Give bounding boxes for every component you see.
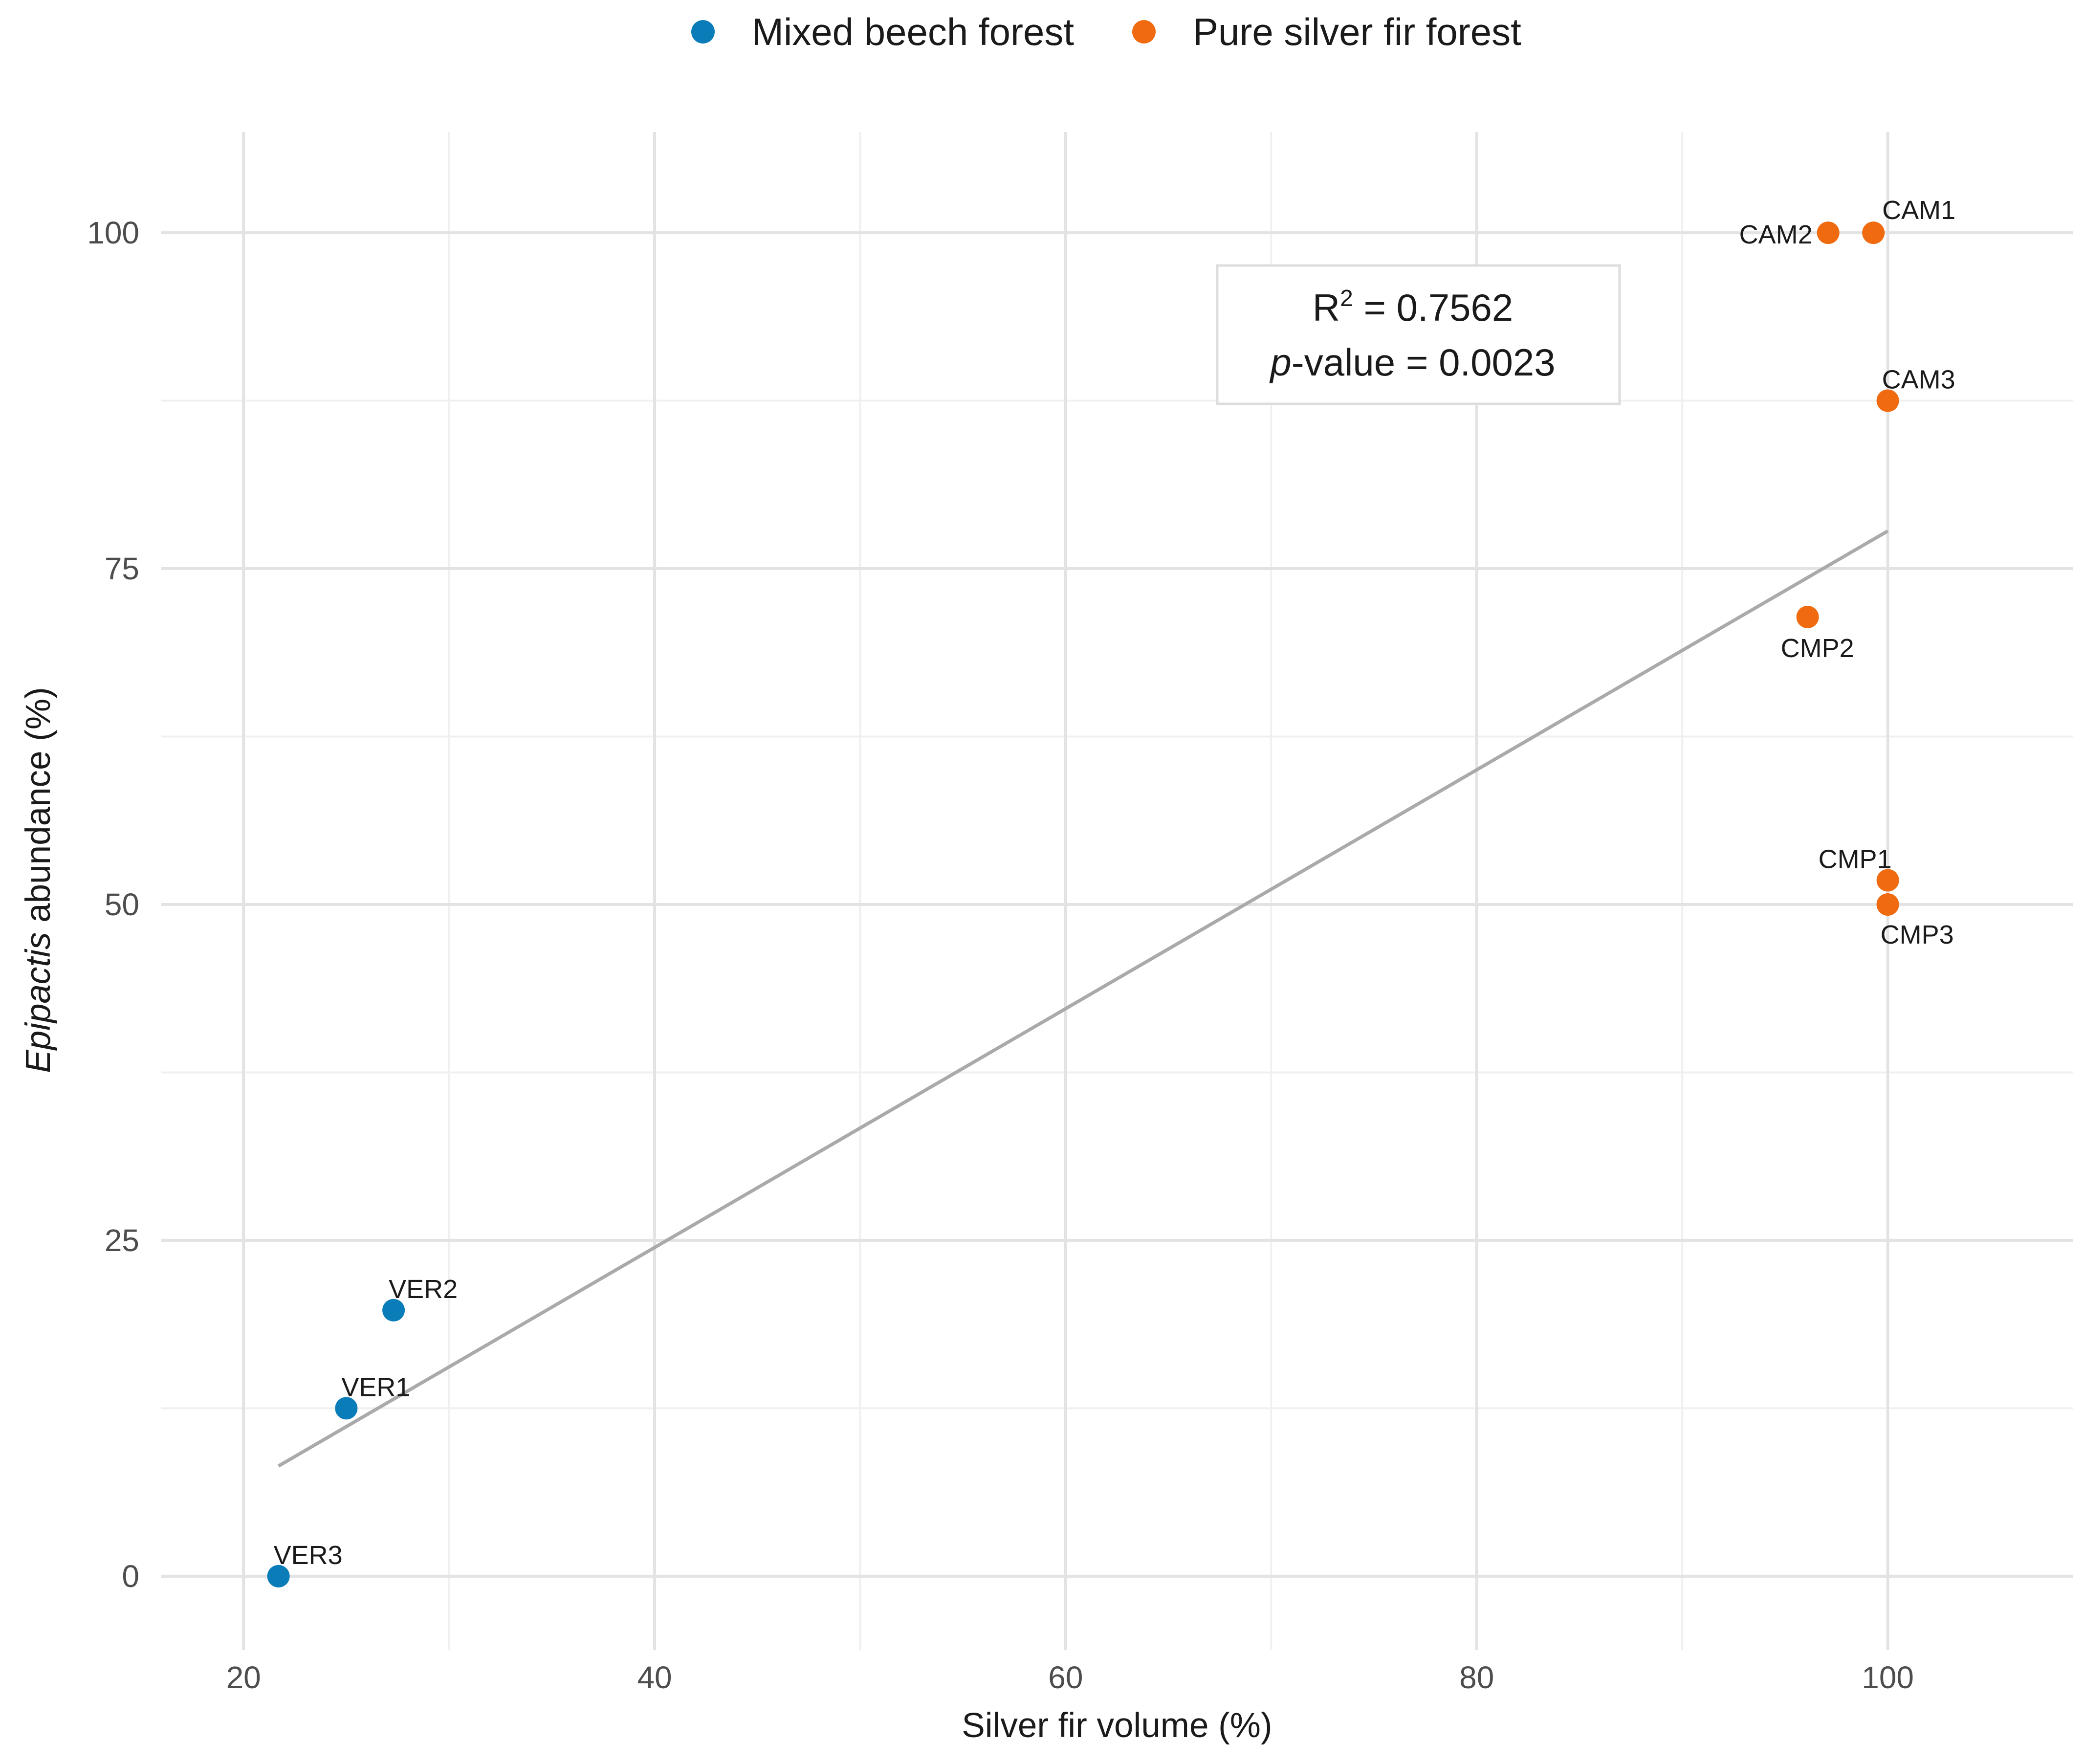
x-tick-label: 100 bbox=[1862, 1660, 1914, 1695]
p-value-rest: -value = 0.0023 bbox=[1292, 341, 1556, 384]
data-point-cmp2 bbox=[1796, 605, 1819, 628]
p-value-text: p-value = 0.0023 bbox=[1269, 341, 1555, 384]
data-point-ver1 bbox=[335, 1397, 358, 1420]
r-squared-text: R2 = 0.7562 bbox=[1313, 286, 1514, 329]
data-point-ver2 bbox=[382, 1299, 405, 1322]
point-label-cmp3: CMP3 bbox=[1881, 920, 1954, 949]
y-axis-label-italic: Epipactis bbox=[19, 932, 58, 1073]
legend-swatch-2 bbox=[1132, 20, 1156, 44]
regression-layer bbox=[277, 529, 1889, 1468]
p-value-italic: p bbox=[1269, 341, 1291, 384]
data-point-cam1 bbox=[1862, 221, 1885, 244]
y-tick-label: 50 bbox=[105, 887, 139, 922]
point-label-cam1: CAM1 bbox=[1882, 196, 1955, 225]
legend-label-1: Mixed beech forest bbox=[752, 10, 1074, 53]
legend-swatch-1 bbox=[691, 20, 715, 44]
y-axis-label-rest: abundance (%) bbox=[19, 687, 58, 932]
point-label-cmp1: CMP1 bbox=[1819, 845, 1892, 874]
y-axis-label: Epipactis abundance (%) bbox=[19, 687, 58, 1073]
data-point-cam3 bbox=[1876, 389, 1899, 412]
x-axis-label: Silver fir volume (%) bbox=[962, 1706, 1272, 1745]
r-squared-superscript: 2 bbox=[1340, 286, 1353, 311]
x-tick-label: 60 bbox=[1048, 1660, 1083, 1695]
y-tick-label: 100 bbox=[87, 215, 139, 250]
data-point-ver3 bbox=[267, 1565, 290, 1588]
legend-label-2: Pure silver fir forest bbox=[1193, 10, 1521, 53]
data-point-cam2 bbox=[1817, 221, 1840, 244]
x-tick-label: 40 bbox=[637, 1660, 672, 1695]
point-label-ver2: VER2 bbox=[389, 1275, 458, 1304]
point-labels-layer: VER1 VER2 VER3 CAM1 CAM2 CAM3 CMP1 CMP2 CMP3 bbox=[274, 196, 1956, 1570]
y-tick-label: 75 bbox=[105, 551, 139, 586]
point-label-cam3: CAM3 bbox=[1882, 365, 1955, 395]
r-squared-prefix: R bbox=[1313, 286, 1340, 329]
x-tick-label: 20 bbox=[226, 1660, 261, 1695]
y-tick-labels: 0 25 50 75 100 bbox=[87, 215, 139, 1594]
legend: Mixed beech forest Pure silver fir forest bbox=[691, 10, 1521, 53]
point-label-ver1: VER1 bbox=[341, 1372, 410, 1402]
stats-annotation: R2 = 0.7562 p-value = 0.0023 bbox=[1216, 264, 1621, 405]
data-point-cmp3 bbox=[1876, 893, 1899, 916]
point-label-cmp2: CMP2 bbox=[1781, 634, 1854, 663]
y-tick-label: 25 bbox=[105, 1223, 139, 1258]
x-tick-labels: 20 40 60 80 100 bbox=[226, 1660, 1914, 1695]
x-tick-label: 80 bbox=[1459, 1660, 1494, 1695]
point-label-cam2: CAM2 bbox=[1739, 220, 1813, 249]
points-layer bbox=[267, 221, 1899, 1588]
stats-annotation-box bbox=[1216, 264, 1621, 405]
point-label-ver3: VER3 bbox=[274, 1541, 343, 1570]
y-tick-label: 0 bbox=[122, 1559, 139, 1594]
regression-line bbox=[277, 529, 1889, 1468]
data-point-cmp1 bbox=[1876, 869, 1899, 892]
r-squared-value: = 0.7562 bbox=[1353, 286, 1513, 329]
